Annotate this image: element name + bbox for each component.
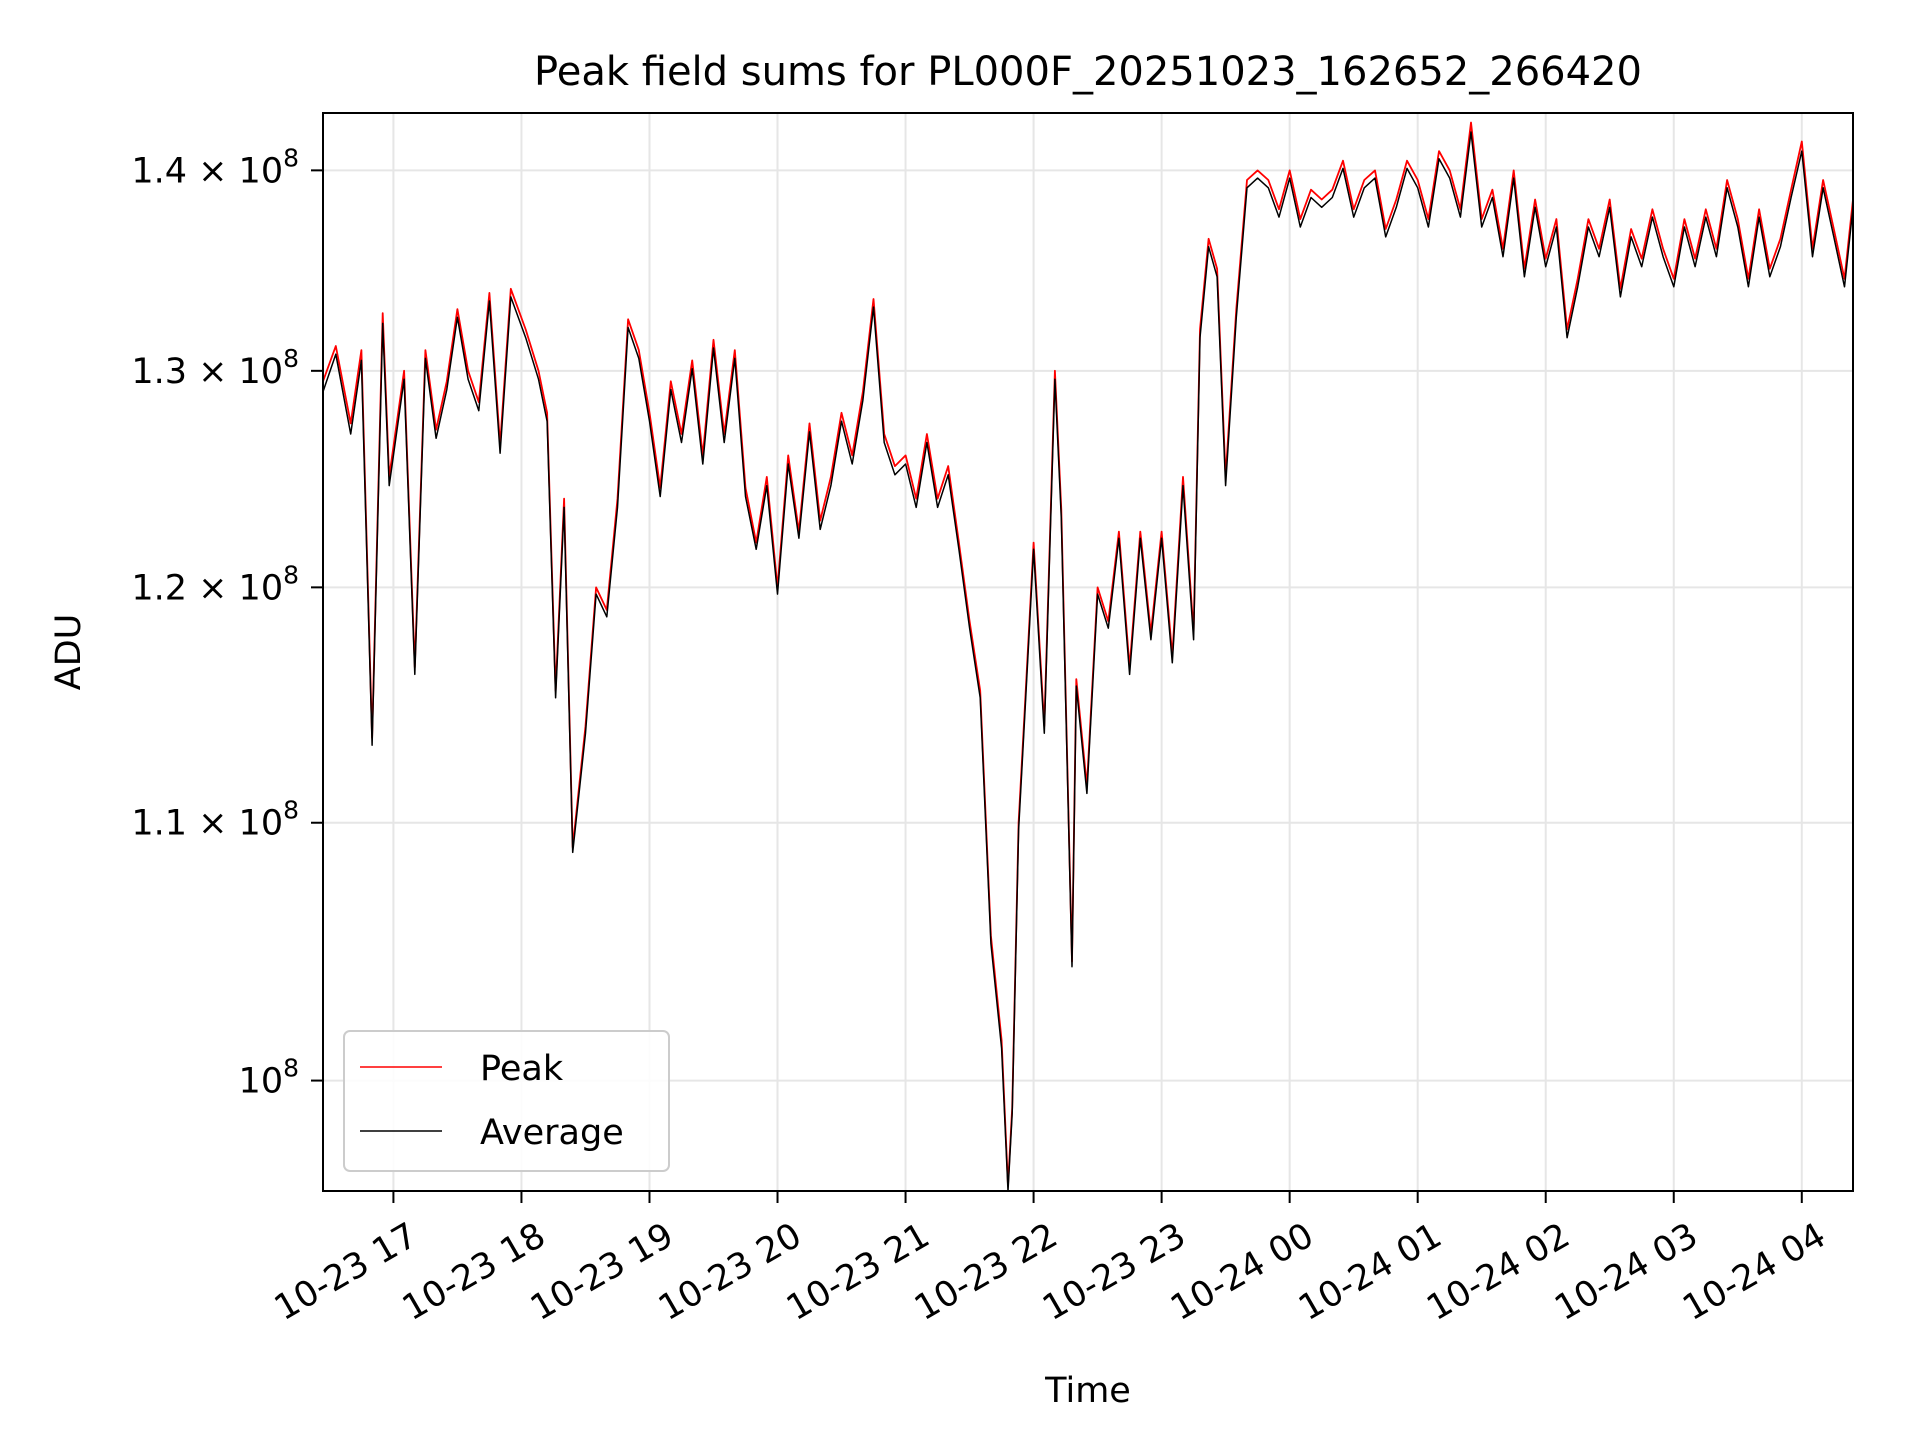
y-axis-ticks: 108 1.1 × 108 1.2 × 108 1.3 × 108 1.4 × 108 <box>131 143 323 1102</box>
chart-title: Peak field sums for PL000F_20251023_1626… <box>534 49 1642 95</box>
y-tick-label-2: 1.2 × 108 <box>131 560 299 608</box>
legend-label-average: Average <box>480 1113 624 1153</box>
series-line-average <box>322 131 1854 1192</box>
series-lines <box>322 121 1854 1192</box>
legend-label-peak: Peak <box>480 1049 564 1089</box>
x-axis-label: Time <box>1044 1371 1131 1411</box>
y-tick-label-3: 1.3 × 108 <box>131 344 299 392</box>
legend: Peak Average <box>343 1030 670 1172</box>
y-tick-label-0: 108 <box>239 1054 299 1102</box>
y-tick-label-4: 1.4 × 108 <box>131 143 299 191</box>
plot-area-frame <box>322 112 1854 1192</box>
y-tick-label-1: 1.1 × 108 <box>131 796 299 844</box>
y-axis-label: ADU <box>49 614 89 691</box>
legend-box <box>343 1030 670 1172</box>
grid-lines <box>323 113 1853 1191</box>
